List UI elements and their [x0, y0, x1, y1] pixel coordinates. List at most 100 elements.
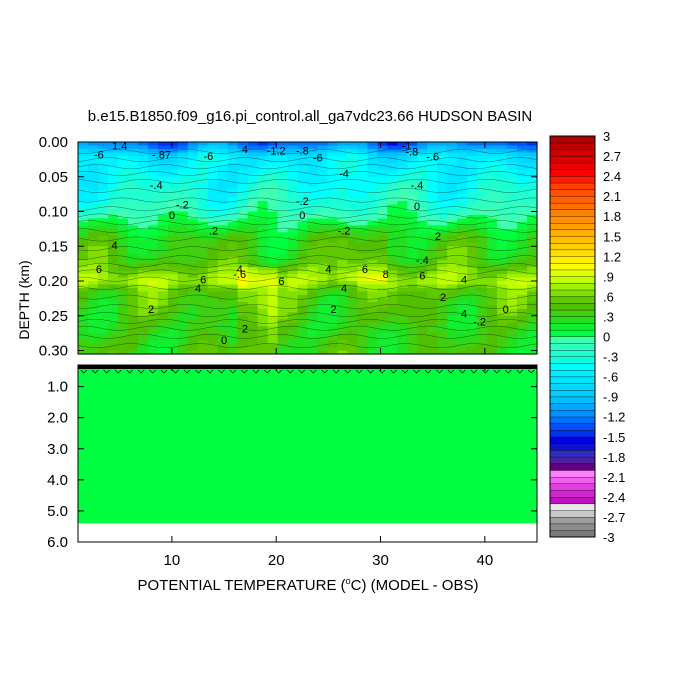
heatmap-cell — [217, 225, 229, 230]
heatmap-cell — [507, 281, 518, 286]
heatmap-cell — [267, 214, 279, 220]
heatmap-cell — [497, 211, 508, 216]
heatmap-cell — [117, 294, 129, 299]
heatmap-cell — [527, 190, 538, 195]
heatmap-cell — [377, 333, 388, 338]
heatmap-cell — [497, 347, 508, 352]
heatmap-cell — [327, 242, 339, 247]
heatmap-cell — [277, 336, 289, 341]
heatmap-cell — [367, 249, 378, 254]
heatmap-cell — [457, 155, 468, 160]
heatmap-cell — [207, 239, 219, 244]
contour-label: 6 — [362, 264, 368, 276]
heatmap-cell — [347, 333, 358, 338]
heatmap-cell — [317, 277, 329, 282]
heatmap-cell — [417, 253, 428, 258]
heatmap-cell — [437, 336, 448, 341]
contour-label: 0 — [503, 304, 509, 316]
heatmap-cell — [107, 194, 119, 199]
heatmap-cell — [507, 291, 518, 296]
heatmap-cell — [347, 329, 358, 334]
heatmap-cell — [327, 232, 339, 237]
heatmap-cell — [457, 218, 468, 223]
contour-line — [77, 157, 538, 163]
heatmap-cell — [307, 176, 319, 181]
heatmap-cell — [397, 260, 408, 265]
heatmap-cell — [467, 340, 478, 345]
heatmap-cell — [387, 305, 398, 310]
lower-fill — [78, 365, 537, 524]
heatmap-cell — [257, 274, 269, 279]
heatmap-cell — [417, 322, 428, 327]
heatmap-cell — [407, 211, 418, 216]
heatmap-cell — [257, 246, 269, 251]
heatmap-cell — [397, 308, 408, 313]
heatmap-cell — [357, 267, 368, 272]
heatmap-cell — [437, 274, 448, 279]
heatmap-cell — [317, 225, 329, 230]
heatmap-cell — [517, 260, 528, 265]
heatmap-cell — [477, 315, 488, 320]
heatmap-cell — [377, 228, 388, 233]
heatmap-cell — [297, 218, 309, 223]
heatmap-cell — [247, 211, 259, 216]
contour-line — [424, 369, 432, 374]
heatmap-cell — [127, 270, 139, 275]
heatmap-cell — [237, 301, 249, 306]
contour-label: 6 — [278, 276, 284, 288]
heatmap-cell — [78, 228, 89, 233]
heatmap-cell — [147, 246, 159, 251]
heatmap-cell — [157, 312, 169, 317]
heatmap-cell — [507, 249, 518, 254]
heatmap-cell — [147, 267, 159, 272]
heatmap-cell — [477, 145, 488, 150]
heatmap-cell — [78, 232, 89, 237]
heatmap-cell — [397, 201, 408, 206]
colorbar-label: -3 — [603, 530, 615, 545]
heatmap-cell — [317, 263, 329, 268]
heatmap-cell — [397, 274, 408, 279]
heatmap-cell — [177, 228, 189, 233]
heatmap-cell — [197, 277, 209, 282]
heatmap-cell — [237, 142, 249, 147]
heatmap-cell — [347, 162, 358, 167]
heatmap-cell — [327, 225, 339, 230]
heatmap-cell — [87, 176, 99, 181]
heatmap-cell — [97, 242, 109, 247]
heatmap-cell — [517, 308, 528, 313]
heatmap-cell — [117, 350, 129, 355]
contour-label: 0 — [299, 210, 305, 222]
heatmap-cell — [307, 166, 319, 171]
heatmap-cell — [357, 166, 368, 171]
heatmap-cell — [107, 256, 119, 261]
heatmap-cell — [417, 180, 428, 185]
heatmap-cell — [217, 197, 229, 202]
heatmap-cell — [387, 246, 398, 251]
heatmap-cell — [117, 274, 129, 279]
heatmap-cell — [437, 249, 448, 254]
heatmap-cell — [407, 287, 418, 293]
heatmap-cell — [527, 294, 538, 299]
heatmap-cell — [267, 201, 279, 206]
heatmap-cell — [467, 336, 478, 341]
heatmap-cell — [437, 305, 448, 310]
heatmap-cell — [387, 315, 398, 320]
heatmap-cell — [347, 294, 358, 299]
heatmap-cell — [357, 221, 368, 227]
colorbar-swatch — [549, 469, 596, 478]
heatmap-cell — [167, 287, 179, 293]
heatmap-cell — [397, 169, 408, 174]
heatmap-cell — [297, 173, 309, 178]
heatmap-cell — [397, 301, 408, 306]
heatmap-cell — [367, 281, 378, 286]
heatmap-cell — [197, 190, 209, 195]
heatmap-cell — [97, 246, 109, 251]
heatmap-cell — [327, 194, 339, 199]
heatmap-cell — [387, 336, 398, 341]
heatmap-cell — [317, 176, 329, 181]
heatmap-cell — [147, 162, 159, 167]
heatmap-cell — [227, 336, 239, 341]
heatmap-cell — [78, 326, 89, 331]
heatmap-cell — [307, 173, 319, 178]
heatmap-cell — [227, 350, 239, 355]
